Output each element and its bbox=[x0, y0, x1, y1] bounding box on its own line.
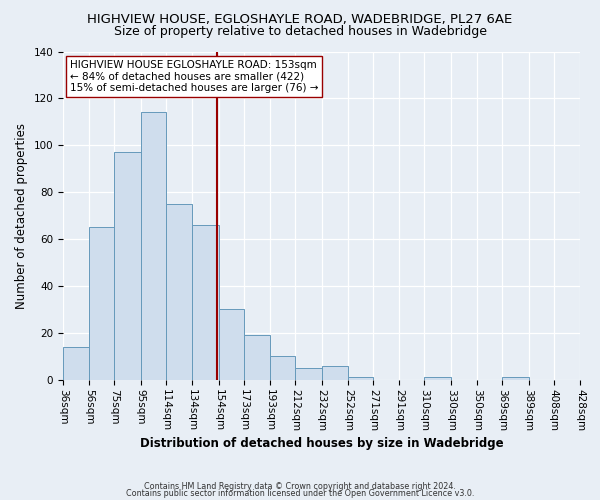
Text: Contains HM Land Registry data © Crown copyright and database right 2024.: Contains HM Land Registry data © Crown c… bbox=[144, 482, 456, 491]
Bar bbox=[192, 225, 218, 380]
Bar bbox=[424, 378, 451, 380]
Text: Size of property relative to detached houses in Wadebridge: Size of property relative to detached ho… bbox=[113, 25, 487, 38]
Bar bbox=[115, 152, 141, 380]
Bar bbox=[270, 356, 295, 380]
Text: Contains public sector information licensed under the Open Government Licence v3: Contains public sector information licen… bbox=[126, 490, 474, 498]
Y-axis label: Number of detached properties: Number of detached properties bbox=[15, 122, 28, 308]
Text: HIGHVIEW HOUSE, EGLOSHAYLE ROAD, WADEBRIDGE, PL27 6AE: HIGHVIEW HOUSE, EGLOSHAYLE ROAD, WADEBRI… bbox=[88, 12, 512, 26]
Bar bbox=[322, 366, 348, 380]
Bar bbox=[141, 112, 166, 380]
Bar bbox=[63, 347, 89, 380]
Bar bbox=[502, 378, 529, 380]
Text: HIGHVIEW HOUSE EGLOSHAYLE ROAD: 153sqm
← 84% of detached houses are smaller (422: HIGHVIEW HOUSE EGLOSHAYLE ROAD: 153sqm ←… bbox=[70, 60, 318, 93]
Bar bbox=[218, 310, 244, 380]
Bar bbox=[295, 368, 322, 380]
X-axis label: Distribution of detached houses by size in Wadebridge: Distribution of detached houses by size … bbox=[140, 437, 503, 450]
Bar bbox=[348, 378, 373, 380]
Bar bbox=[244, 335, 270, 380]
Bar bbox=[89, 228, 115, 380]
Bar bbox=[166, 204, 192, 380]
